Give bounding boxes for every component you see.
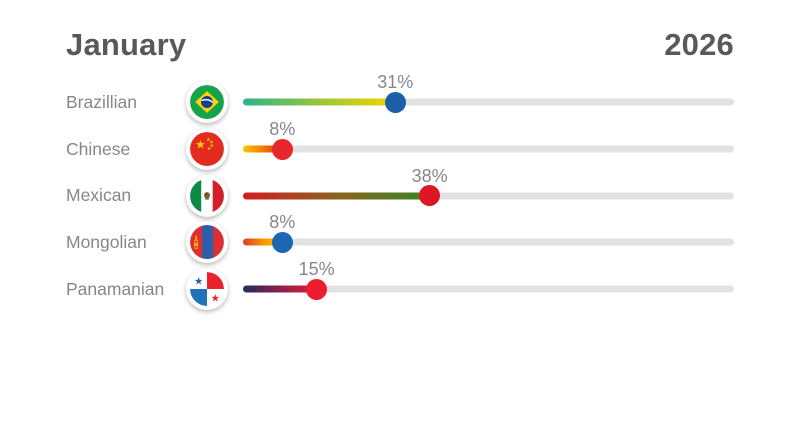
svg-text:★: ★ xyxy=(206,137,210,143)
progress-bar: 15% xyxy=(243,260,734,313)
year-title: 2026 xyxy=(664,27,734,62)
svg-text:★: ★ xyxy=(211,293,220,305)
bar-fill xyxy=(243,192,430,200)
category-label: Chinese xyxy=(66,138,131,159)
china-flag-icon: ★ ★ ★ ★ ★ xyxy=(186,128,228,171)
bar-track xyxy=(243,285,734,293)
value-label: 38% xyxy=(411,165,448,186)
progress-bar: 8% xyxy=(243,120,734,173)
progress-bar: 38% xyxy=(243,167,734,219)
panama-flag-icon: ★ ★ xyxy=(186,268,228,311)
value-label: 8% xyxy=(269,119,296,140)
chart-row-mongolian: Mongolian xyxy=(66,213,734,266)
svg-text:★: ★ xyxy=(210,143,214,149)
bar-track xyxy=(243,145,734,153)
header: January 2026 xyxy=(66,29,734,61)
progress-bar: 8% xyxy=(243,213,734,266)
bar-fill xyxy=(243,145,283,153)
value-label: 15% xyxy=(298,259,335,280)
svg-text:★: ★ xyxy=(207,146,211,152)
category-label: Brazillian xyxy=(66,91,137,112)
category-label: Mongolian xyxy=(66,231,147,252)
bar-dot xyxy=(419,185,441,207)
month-title: January xyxy=(66,27,187,62)
brazil-flag-icon xyxy=(186,81,228,124)
progress-bar: 31% xyxy=(243,73,734,126)
bar-dot xyxy=(306,278,328,300)
chart-row-brazillian: Brazillian 31% xyxy=(66,73,734,126)
mexico-flag-icon xyxy=(186,174,228,217)
bar-dot xyxy=(271,138,293,160)
chart-row-panamanian: Panamanian ★ ★ 15% xyxy=(66,260,734,313)
mongolia-flag-icon xyxy=(186,221,228,264)
value-label: 31% xyxy=(377,72,414,93)
chart-row-chinese: Chinese ★ ★ ★ ★ ★ 8% xyxy=(66,120,734,173)
bar-fill xyxy=(243,98,396,106)
svg-text:★: ★ xyxy=(194,276,203,288)
bar-fill xyxy=(243,285,317,293)
chart-rows: Brazillian 31% Chinese xyxy=(0,73,800,313)
bar-fill xyxy=(243,238,283,246)
value-label: 8% xyxy=(269,212,296,233)
bar-track xyxy=(243,98,734,106)
bar-track xyxy=(243,238,734,246)
svg-text:★: ★ xyxy=(209,139,213,145)
bar-dot xyxy=(271,231,293,253)
bar-track xyxy=(243,192,734,200)
category-label: Mexican xyxy=(66,185,132,206)
svg-text:★: ★ xyxy=(195,137,206,151)
bar-dot xyxy=(384,91,406,113)
category-label: Panamanian xyxy=(66,278,165,299)
chart-row-mexican: Mexican 38% xyxy=(66,167,734,219)
